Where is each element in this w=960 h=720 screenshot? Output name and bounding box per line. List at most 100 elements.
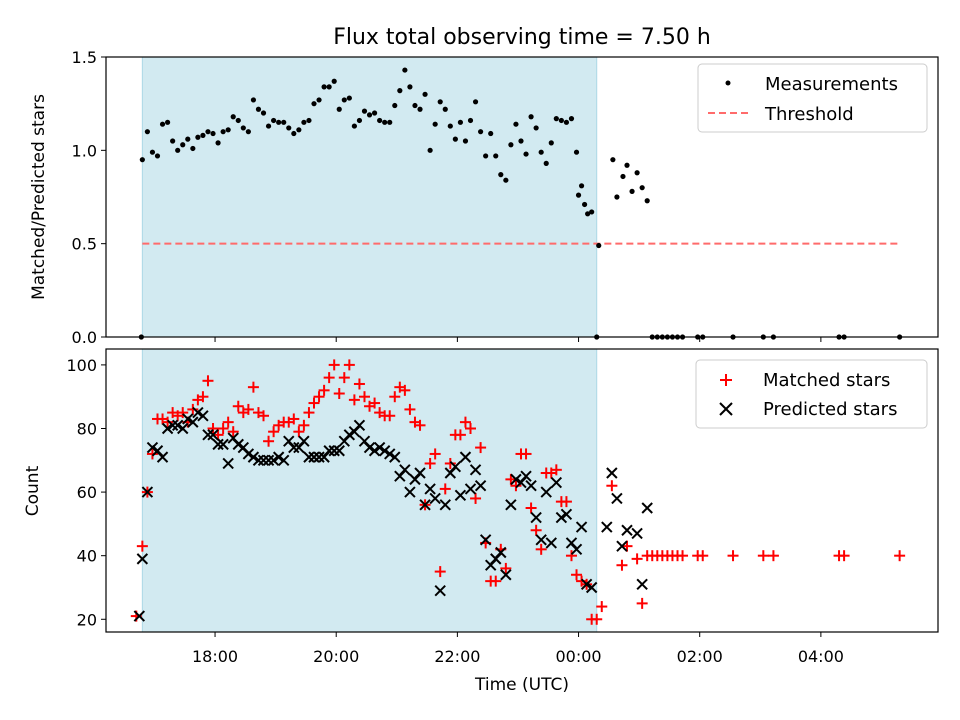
predicted-star-marker: [454, 489, 467, 501]
predicted-star-marker-b: [333, 445, 345, 457]
matched-star-marker: [136, 540, 148, 552]
matched-star-marker: [560, 496, 572, 508]
matched-star-marker: [677, 550, 689, 562]
predicted-star-marker-b: [565, 537, 578, 549]
measurement-point: [533, 125, 539, 131]
measurement-point: [260, 110, 267, 116]
predicted-star-marker-b: [166, 419, 179, 432]
measurement-point: [351, 123, 357, 129]
matched-star-marker: [263, 435, 275, 447]
predicted-star-marker-b: [133, 610, 146, 622]
measurement-point: [220, 129, 226, 135]
measurement-point: [558, 117, 564, 124]
predicted-star-marker-b: [313, 451, 325, 463]
predicted-star-marker: [419, 499, 431, 511]
matched-star-marker: [162, 416, 174, 428]
predicted-star-marker-b: [469, 464, 482, 476]
predicted-star-marker-b: [500, 569, 512, 581]
predicted-star-marker: [333, 445, 345, 457]
measurement-point: [366, 112, 373, 118]
predicted-star-marker-b: [606, 467, 618, 479]
bottom-x-tick-label: 00:00: [555, 647, 601, 666]
matched-star-markers: [130, 359, 906, 625]
measurement-point: [503, 177, 509, 183]
legend-label-matched: Matched stars: [763, 370, 890, 391]
measurement-point: [265, 123, 272, 129]
measurement-point: [432, 121, 438, 127]
matched-star-marker: [838, 550, 850, 562]
predicted-star-marker-b: [474, 480, 487, 492]
predicted-star-marker: [363, 441, 376, 454]
predicted-star-marker: [616, 540, 628, 552]
predicted-star-marker-b: [454, 489, 467, 501]
predicted-star-marker: [575, 521, 588, 533]
matched-star-marker: [333, 388, 345, 400]
predicted-star-marker: [207, 429, 219, 441]
predicted-star-marker: [585, 581, 598, 594]
measurement-point: [306, 117, 312, 124]
measurement-point: [493, 153, 499, 159]
measurement-point: [205, 129, 211, 135]
predicted-star-marker: [636, 578, 648, 591]
measurement-point: [582, 201, 588, 208]
matched-star-marker: [384, 410, 396, 422]
predicted-star-marker: [133, 610, 146, 622]
measurement-point: [215, 140, 221, 146]
measurement-point: [281, 119, 287, 125]
measurement-point: [200, 132, 206, 138]
predicted-star-marker: [570, 543, 583, 556]
legend-label-predicted: Predicted stars: [763, 399, 897, 420]
matched-star-marker: [227, 426, 239, 438]
observing-window-band: [142, 57, 597, 337]
measurement-point: [331, 78, 337, 84]
measurement-point: [575, 192, 582, 198]
measurement-point: [402, 67, 408, 73]
measurement-point: [392, 102, 398, 109]
predicted-star-marker: [368, 445, 381, 457]
predicted-star-marker-b: [510, 473, 522, 486]
predicted-star-marker-b: [550, 476, 563, 489]
matched-star-marker: [268, 426, 280, 438]
matched-star-marker: [697, 550, 709, 562]
matched-star-marker: [293, 426, 305, 438]
predicted-star-marker-b: [641, 502, 653, 514]
matched-star-marker: [343, 359, 355, 371]
matched-star-marker: [242, 403, 254, 415]
predicted-star-marker: [601, 521, 613, 533]
predicted-star-marker-b: [424, 483, 436, 495]
predicted-star-marker: [146, 441, 159, 454]
matched-star-marker: [247, 381, 259, 393]
measurement-point: [210, 130, 216, 137]
predicted-star-marker-b: [242, 448, 255, 460]
predicted-star-marker-b: [328, 445, 340, 457]
predicted-star-marker: [272, 451, 285, 463]
bottom-y-tick-label: 100: [66, 356, 97, 375]
matched-star-marker: [404, 403, 416, 415]
predicted-star-marker: [313, 451, 325, 463]
matched-star-marker: [591, 613, 603, 625]
predicted-star-marker-b: [545, 537, 557, 549]
measurement-point: [553, 116, 559, 122]
predicted-star-marker-b: [177, 422, 189, 435]
predicted-star-marker: [389, 451, 401, 463]
observing-window-shade-top: [141, 57, 598, 337]
predicted-star-marker: [247, 451, 260, 463]
measurement-point: [230, 114, 236, 120]
predicted-star-marker: [459, 451, 472, 463]
predicted-star-marker-b: [272, 451, 285, 463]
matched-star-marker: [399, 384, 411, 396]
predicted-star-marker-b: [419, 499, 431, 511]
predicted-star-marker-b: [171, 419, 184, 432]
predicted-star-marker-b: [459, 451, 472, 463]
predicted-star-marker: [469, 464, 482, 476]
predicted-star-marker: [545, 537, 557, 549]
measurement-point: [356, 117, 363, 124]
bottom-panel: 20 40 60 80 100 18:00 20:00 22:00 00:00 02:00 04:…: [23, 348, 939, 695]
predicted-star-marker: [141, 486, 154, 498]
predicted-star-marker-b: [227, 432, 239, 444]
measurement-point: [407, 84, 413, 90]
predicted-star-marker: [136, 553, 149, 565]
predicted-star-marker-b: [358, 435, 371, 447]
matched-star-marker: [459, 416, 471, 428]
measurement-point: [382, 119, 388, 125]
